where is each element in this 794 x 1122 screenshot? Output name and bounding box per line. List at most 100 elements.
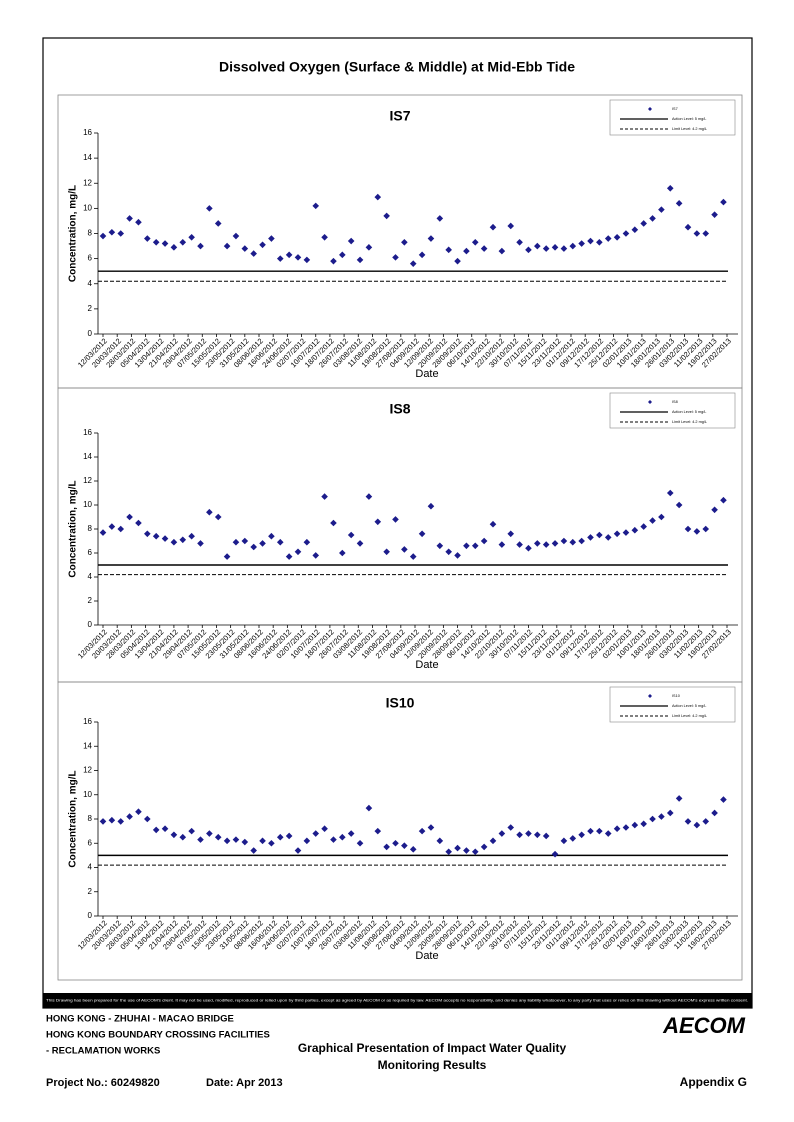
data-point [383, 212, 390, 220]
data-point [427, 824, 435, 831]
data-point [285, 553, 293, 560]
data-point [392, 254, 399, 261]
data-point [551, 244, 559, 251]
data-point [516, 541, 523, 548]
data-point [152, 826, 160, 834]
data-point [702, 525, 710, 533]
page-frame [42, 37, 753, 1009]
data-point [268, 532, 275, 540]
data-point [117, 818, 125, 825]
data-point [241, 838, 249, 846]
data-point [436, 837, 444, 845]
data-point [649, 215, 656, 222]
data-point [507, 222, 515, 230]
data-point [206, 205, 213, 212]
data-point [684, 525, 692, 533]
data-point [631, 526, 639, 534]
y-axis-label: Concentration, mg/L [68, 185, 79, 282]
data-point [206, 508, 213, 516]
data-point [445, 548, 452, 556]
data-point [99, 232, 107, 240]
data-point [179, 238, 187, 246]
data-point [339, 251, 346, 259]
y-tick-label: 14 [83, 741, 92, 750]
data-point [339, 833, 346, 841]
legend-label: Action Level: 5 mg/L [672, 410, 706, 414]
legend-label: IS7 [672, 107, 678, 111]
data-point [596, 827, 603, 835]
y-tick-label: 16 [83, 428, 92, 437]
y-tick-label: 12 [83, 766, 92, 775]
y-tick-label: 2 [88, 304, 93, 313]
data-point [401, 842, 408, 849]
data-point [365, 804, 373, 812]
data-point [330, 519, 337, 527]
legend-marker [648, 400, 652, 404]
data-point [525, 830, 532, 837]
data-point [197, 242, 204, 250]
data-point [285, 832, 293, 840]
data-point [144, 235, 151, 242]
data-point [560, 245, 568, 252]
data-point [99, 818, 107, 825]
data-point [693, 528, 701, 535]
data-point [578, 537, 585, 545]
data-point [312, 202, 320, 210]
y-tick-label: 12 [83, 178, 92, 187]
data-point [454, 552, 461, 559]
legend-marker [648, 694, 652, 698]
data-point [569, 835, 577, 842]
data-point [675, 795, 683, 802]
data-point [569, 242, 577, 250]
data-point [534, 540, 541, 547]
data-point [347, 531, 355, 539]
data-point [321, 825, 328, 832]
data-point [436, 542, 444, 550]
data-point [613, 530, 621, 538]
data-point [135, 218, 142, 226]
data-point [250, 250, 257, 257]
data-point [542, 245, 550, 252]
data-point [188, 827, 195, 835]
data-point [347, 830, 355, 837]
data-point [374, 518, 382, 526]
caption: Graphical Presentation of Impact Water Q… [298, 1041, 567, 1055]
data-point [392, 516, 399, 523]
date: Date: Apr 2013 [206, 1077, 283, 1089]
data-point [383, 843, 390, 851]
data-point [596, 531, 603, 539]
data-point [356, 540, 364, 547]
data-point [542, 541, 550, 548]
disclaimer: This Drawing has been prepared for the u… [46, 998, 748, 1003]
data-point [188, 532, 195, 540]
data-point [152, 532, 160, 540]
data-point [126, 813, 133, 820]
data-point [135, 519, 142, 527]
data-point [285, 251, 293, 259]
data-point [161, 825, 169, 832]
x-axis-label: Date [415, 659, 438, 671]
data-point [658, 206, 665, 213]
data-point [312, 830, 320, 837]
data-point [604, 235, 612, 242]
data-point [268, 235, 275, 242]
data-point [214, 833, 222, 841]
disclaimer-bar [43, 993, 752, 1008]
data-point [321, 233, 328, 241]
data-point [489, 837, 497, 845]
data-point [117, 230, 125, 237]
data-point [658, 813, 665, 820]
x-axis-label: Date [415, 368, 438, 380]
legend-label: Action Level: 5 mg/L [672, 117, 706, 121]
data-point [223, 553, 231, 560]
y-tick-label: 10 [83, 203, 92, 212]
data-point [649, 815, 656, 823]
data-point [276, 833, 284, 841]
chart-title: IS7 [389, 108, 410, 124]
y-tick-label: 0 [88, 620, 93, 629]
data-point [232, 538, 240, 546]
data-point [480, 537, 488, 545]
y-tick-label: 2 [88, 887, 93, 896]
